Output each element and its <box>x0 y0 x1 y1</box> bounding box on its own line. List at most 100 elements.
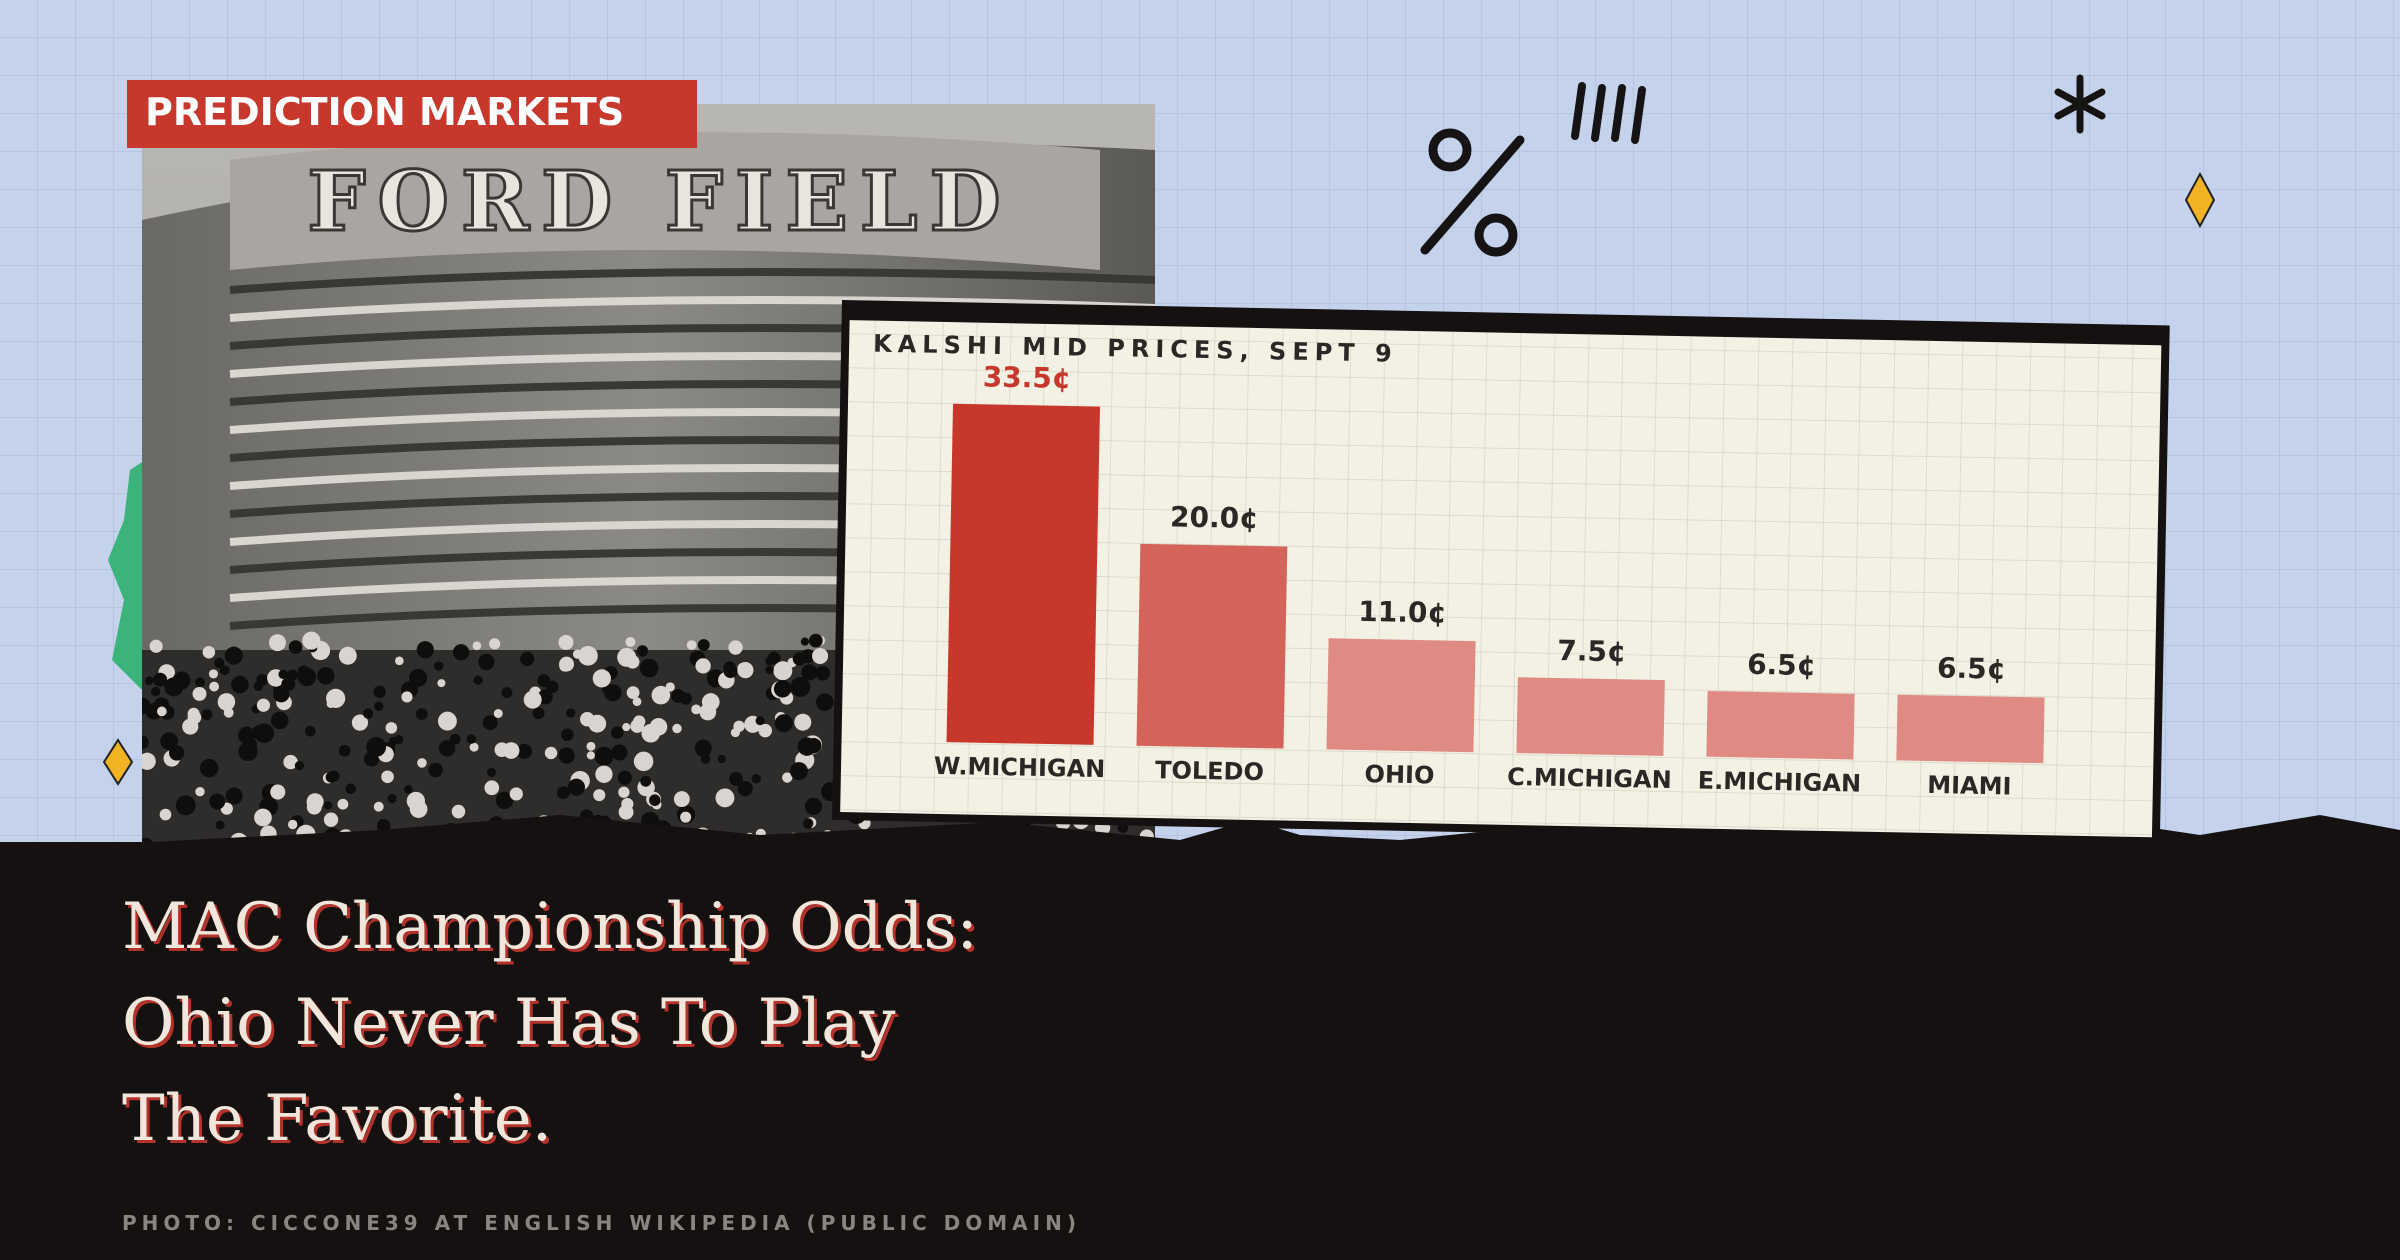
crowd-dot <box>149 639 163 653</box>
crowd-dot <box>304 725 316 737</box>
crowd-dot <box>639 658 659 678</box>
crowd-dot <box>516 743 533 759</box>
crowd-dot <box>773 680 792 698</box>
x-tick-label: TOLEDO <box>1155 756 1264 786</box>
crowd-dot <box>694 739 712 757</box>
photo-credit: PHOTO: CICCONE39 AT ENGLISH WIKIPEDIA (P… <box>122 1211 1081 1235</box>
crowd-dot <box>737 781 753 797</box>
crowd-dot <box>572 649 583 659</box>
crowd-dot <box>387 793 397 804</box>
crowd-dot <box>145 676 154 685</box>
crowd-dot <box>362 708 374 719</box>
crowd-dot <box>544 746 558 760</box>
crowd-dot <box>395 656 404 666</box>
crowd-dot <box>283 754 298 770</box>
crowd-dot <box>816 693 834 711</box>
value-label: 6.5¢ <box>1937 651 2007 685</box>
crowd-dot <box>691 704 702 715</box>
crowd-dot <box>156 706 167 717</box>
crowd-dot <box>403 784 413 794</box>
crowd-dot <box>556 786 570 800</box>
crowd-dot <box>815 665 831 681</box>
crowd-dot <box>199 758 219 778</box>
crowd-dot <box>558 634 574 650</box>
footer-band <box>0 815 2400 1260</box>
crowd-dot <box>302 631 321 650</box>
headline-line: MAC Championship Odds: <box>122 890 978 964</box>
crowd-dot <box>566 708 576 718</box>
crowd-dot <box>294 760 305 771</box>
crowd-dot <box>586 741 596 751</box>
crowd-dot <box>451 804 466 819</box>
crowd-dot <box>345 783 357 795</box>
x-tick-label: C.MICHIGAN <box>1507 763 1672 794</box>
crowd-dot <box>523 690 542 709</box>
crowd-dot <box>254 808 272 827</box>
crowd-dot <box>586 751 595 760</box>
tag: PREDICTION MARKETS <box>145 90 624 134</box>
crowd-dot <box>622 723 631 732</box>
crowd-dot <box>789 762 809 781</box>
crowd-dot <box>159 808 172 821</box>
crowd-dot <box>578 646 598 666</box>
crowd-dot <box>618 786 630 798</box>
photo-sign: FORD FIELD <box>307 154 1012 250</box>
crowd-dot <box>376 818 391 833</box>
crowd-dot <box>268 634 286 652</box>
crowd-dot <box>238 726 256 744</box>
crowd-dot <box>256 698 271 712</box>
bar <box>1516 677 1665 756</box>
crowd-dot <box>723 661 736 674</box>
crowd-dot <box>493 709 503 718</box>
crowd-dot <box>567 778 585 796</box>
crowd-dot <box>225 787 243 805</box>
crowd-dot <box>270 784 286 800</box>
crowd-dot <box>323 812 339 827</box>
crowd-dot <box>281 677 296 692</box>
crowd-dot <box>611 726 624 739</box>
crowd-dot <box>195 677 205 688</box>
crowd-dot <box>142 735 149 750</box>
crowd-dot <box>415 708 428 720</box>
diamond <box>2184 171 2216 229</box>
crowd-dot <box>774 714 793 733</box>
crowd-dot <box>338 744 351 757</box>
crowd-dot <box>715 788 735 808</box>
crowd-dot <box>617 770 632 785</box>
crowd-dot <box>428 762 443 778</box>
crowd-dot <box>686 640 697 651</box>
crowd-dot <box>651 685 671 705</box>
crowd-dot <box>317 667 335 685</box>
crowd-dot <box>636 645 649 657</box>
crowd-dot <box>338 646 357 665</box>
crowd-dot <box>697 639 710 652</box>
crowd-dot <box>473 675 483 685</box>
crowd-dot <box>253 681 264 691</box>
crowd-dot <box>626 686 640 700</box>
crowd-dot <box>373 801 384 812</box>
crowd-dot <box>219 665 230 676</box>
crowd-dot <box>730 728 740 738</box>
crowd-dot <box>416 641 434 659</box>
crowd-dot <box>617 647 637 667</box>
asterisk-doodle <box>2054 74 2106 134</box>
crowd-dot <box>672 723 682 734</box>
value-label: 11.0¢ <box>1358 595 1447 630</box>
crowd-dot <box>381 770 394 784</box>
headline-line: Ohio Never Has To Play <box>122 986 895 1060</box>
crowd-dot <box>287 819 298 830</box>
bar <box>1326 638 1476 753</box>
crowd-dot <box>495 791 514 810</box>
crowd-dot <box>717 754 726 764</box>
crowd-dot <box>469 742 479 752</box>
crowd-dot <box>782 772 793 783</box>
crowd-dot <box>695 658 711 674</box>
crowd-dot <box>561 728 574 742</box>
bar <box>946 403 1101 745</box>
value-label: 7.5¢ <box>1557 634 1627 668</box>
crowd-dot <box>765 665 774 675</box>
crowd-dot <box>755 716 765 726</box>
crowd-dot <box>800 637 810 646</box>
crowd-dot <box>214 657 225 669</box>
crowd-dot <box>588 714 607 733</box>
